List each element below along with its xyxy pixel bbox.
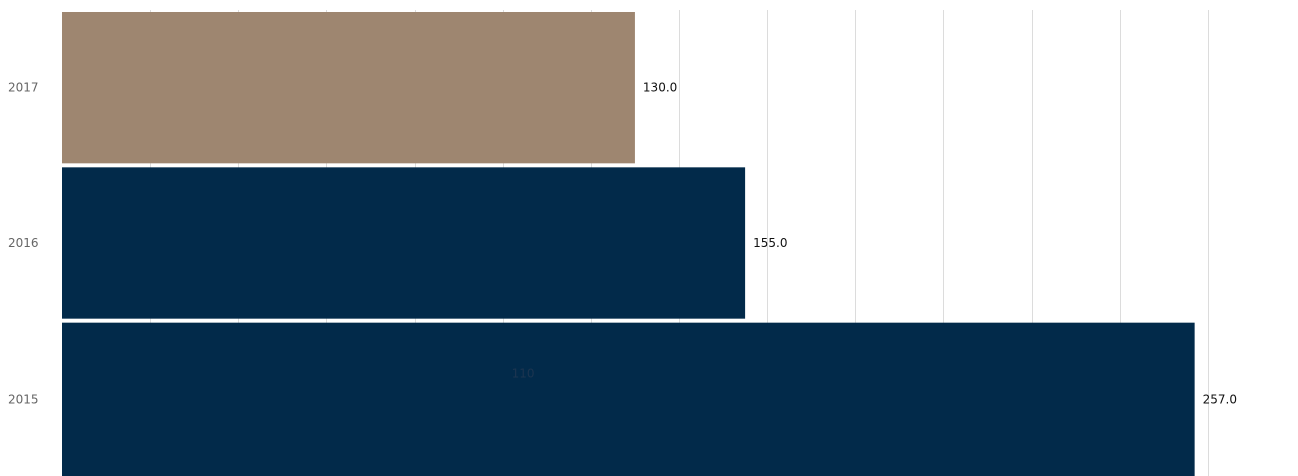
data-label: 257.0: [1203, 392, 1237, 406]
bar-2015: [62, 322, 1195, 476]
data-label: 130.0: [643, 81, 677, 95]
labels: 2017 130.0 2016 155.0 2015 257.0 110: [8, 81, 1237, 407]
y-tick-label: 2016: [8, 236, 39, 250]
bar-2017: [62, 12, 635, 164]
inner-bar-label: 110: [512, 366, 535, 380]
y-tick-label: 2017: [8, 81, 39, 95]
bar-2016: [62, 167, 746, 319]
bars: [62, 12, 1195, 476]
data-label: 155.0: [753, 236, 787, 250]
y-tick-label: 2015: [8, 392, 39, 406]
